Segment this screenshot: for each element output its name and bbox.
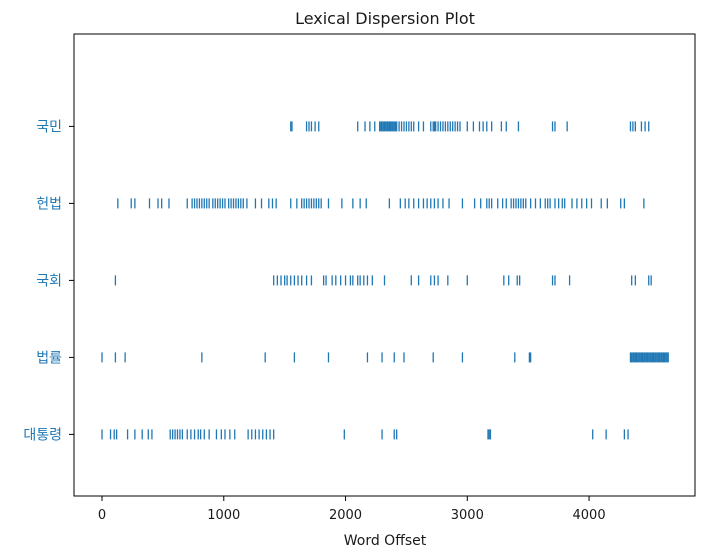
- x-tick-label-0: 0: [98, 508, 106, 523]
- y-tick-label-법률: 법률: [36, 350, 62, 366]
- x-tick-label-3000: 3000: [451, 508, 484, 523]
- plot-marks: [101, 121, 669, 440]
- y-tick-label-헌법: 헌법: [36, 196, 62, 212]
- x-tick-label-4000: 4000: [573, 508, 606, 523]
- x-axis-label: Word Offset: [344, 533, 427, 549]
- y-tick-label-국민: 국민: [36, 119, 62, 135]
- y-tick-label-대통령: 대통령: [23, 427, 62, 443]
- y-tick-label-국회: 국회: [36, 273, 62, 289]
- x-tick-label-2000: 2000: [329, 508, 362, 523]
- x-tick-label-1000: 1000: [207, 508, 240, 523]
- chart-title: Lexical Dispersion Plot: [295, 9, 475, 28]
- plot-frame: [73, 33, 696, 497]
- x-axis: 0 1000 2000 3000 4000: [98, 496, 606, 523]
